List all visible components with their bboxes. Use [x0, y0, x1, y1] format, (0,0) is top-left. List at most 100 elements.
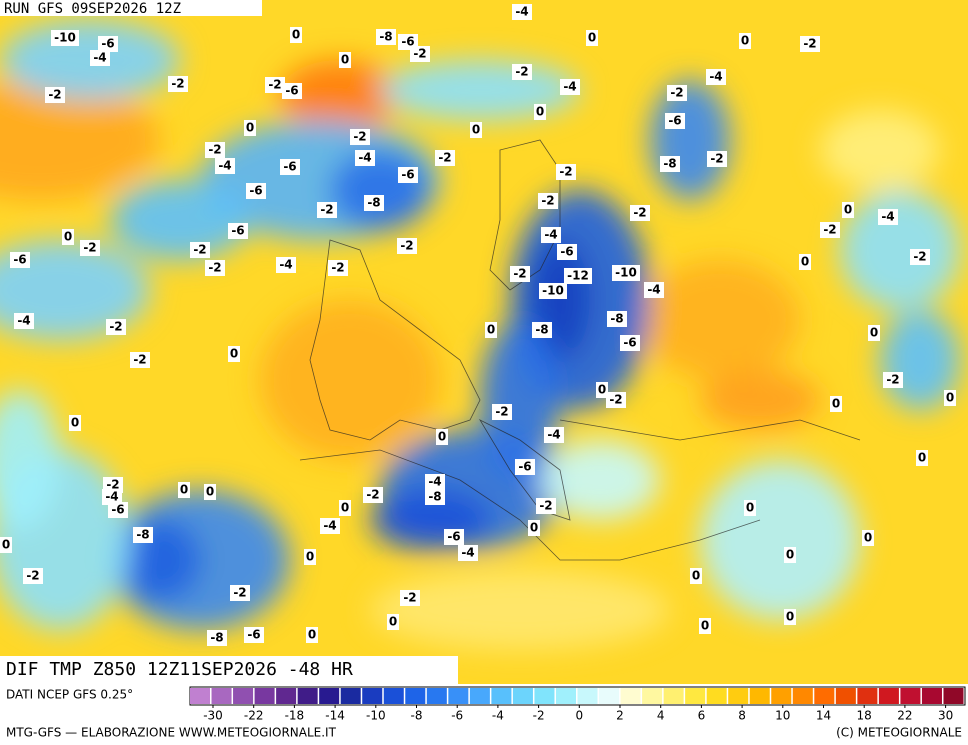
- contour-label-box: [544, 427, 564, 443]
- contour-label: -2: [331, 261, 344, 275]
- contour-label: -2: [366, 488, 379, 502]
- contour-label: -2: [633, 206, 646, 220]
- contour-label: -2: [403, 591, 416, 605]
- colorbar-swatch: [211, 688, 232, 704]
- contour-label: -10: [615, 266, 637, 280]
- contour-label: -4: [709, 70, 722, 84]
- colorbar-swatch: [448, 688, 469, 704]
- contour-label: 0: [341, 501, 349, 515]
- field-blob: [840, 190, 960, 310]
- contour-label: -2: [913, 250, 926, 264]
- colorbar-swatch: [362, 688, 383, 704]
- field-blob: [650, 80, 730, 200]
- contour-label-box: [842, 202, 854, 218]
- contour-label: 0: [701, 619, 709, 633]
- contour-label-box: [534, 104, 546, 120]
- contour-label: -8: [136, 528, 149, 542]
- contour-label: -2: [438, 151, 451, 165]
- contour-label-box: [612, 265, 640, 281]
- colorbar-tick-label: -6: [451, 709, 463, 723]
- coastline: [489, 139, 561, 291]
- contour-label-box: [784, 547, 796, 563]
- contour-label-box: [538, 193, 558, 209]
- colorbar-swatch: [340, 688, 361, 704]
- contour-label-box: [45, 87, 65, 103]
- contour-label: -2: [109, 320, 122, 334]
- contour-label-box: [400, 590, 420, 606]
- contour-label-box: [306, 627, 318, 643]
- colorbar-tick-label: -30: [203, 709, 223, 723]
- contour-label-box: [667, 85, 687, 101]
- contour-label: 0: [864, 531, 872, 545]
- contour-label: -2: [208, 261, 221, 275]
- colorbar-swatch: [620, 688, 641, 704]
- colorbar-tick-label: 4: [657, 709, 665, 723]
- contour-label-box: [102, 489, 122, 505]
- colorbar-swatch: [534, 688, 555, 704]
- field-blob: [0, 80, 160, 200]
- contour-label-box: [51, 30, 79, 46]
- colorbar-swatch: [319, 688, 340, 704]
- contour-label: -2: [26, 569, 39, 583]
- contour-label-box: [744, 500, 756, 516]
- contour-label-box: [14, 313, 34, 329]
- contour-label: -10: [54, 31, 76, 45]
- run-title: RUN GFS 09SEP2026 12Z: [4, 1, 181, 17]
- contour-label-box: [596, 382, 608, 398]
- contour-label-box: [512, 4, 532, 20]
- contour-label: 0: [206, 485, 214, 499]
- credits-left: MTG-GFS — ELABORAZIONE WWW.METEOGIORNALE…: [6, 726, 337, 740]
- contour-label: 0: [801, 255, 809, 269]
- contour-label: 0: [389, 615, 397, 629]
- contour-label-box: [90, 50, 110, 66]
- colorbar-tick-label: -2: [533, 709, 545, 723]
- contour-label: -6: [13, 253, 26, 267]
- contour-label: -2: [513, 267, 526, 281]
- contour-label-box: [564, 268, 592, 284]
- colorbar-swatch: [878, 688, 899, 704]
- contour-label: 0: [246, 121, 254, 135]
- contour-label: -2: [208, 143, 221, 157]
- contour-label: -4: [17, 314, 30, 328]
- contour-label-box: [878, 209, 898, 225]
- field-blob: [110, 180, 250, 260]
- contour-label-box: [606, 392, 626, 408]
- contour-label-box: [398, 167, 418, 183]
- field-blob: [820, 110, 940, 190]
- contour-label: -10: [542, 284, 564, 298]
- contour-label-box: [660, 156, 680, 172]
- contour-label: 0: [918, 451, 926, 465]
- contour-label-box: [620, 335, 640, 351]
- colorbar-swatch: [577, 688, 598, 704]
- colorbar-swatch: [857, 688, 878, 704]
- contour-label: -6: [668, 114, 681, 128]
- contour-label: -2: [539, 499, 552, 513]
- colorbar-swatch: [835, 688, 856, 704]
- contour-label: -6: [283, 160, 296, 174]
- colorbar-swatch: [469, 688, 490, 704]
- contour-label-box: [630, 205, 650, 221]
- contour-label-box: [190, 242, 210, 258]
- contour-label-box: [910, 249, 930, 265]
- contour-label-box: [485, 322, 497, 338]
- contour-label-box: [228, 346, 240, 362]
- contour-label-box: [665, 113, 685, 129]
- contour-label-box: [510, 266, 530, 282]
- contour-label-box: [820, 222, 840, 238]
- contour-label-box: [230, 585, 250, 601]
- contour-label: 0: [180, 483, 188, 497]
- colorbar-swatch: [921, 688, 942, 704]
- colorbar-tick-label: -4: [492, 709, 504, 723]
- contour-label: -2: [400, 239, 413, 253]
- contour-label: -4: [647, 283, 660, 297]
- map-area: -4 -10 -6 -4 0 -8 -6 -2 0 0 -2 0 -2 -2 -6 -2 -4 -4 -2 -2 0 0 0…: [0, 0, 968, 684]
- contour-label-box: [215, 158, 235, 174]
- contour-label: -4: [461, 546, 474, 560]
- contour-label-box: [276, 257, 296, 273]
- contour-label-box: [80, 240, 100, 256]
- colorbar-swatch: [426, 688, 447, 704]
- contour-label-box: [883, 372, 903, 388]
- contour-label: -4: [323, 519, 336, 533]
- contour-label: -8: [379, 30, 392, 44]
- contour-label-box: [586, 30, 598, 46]
